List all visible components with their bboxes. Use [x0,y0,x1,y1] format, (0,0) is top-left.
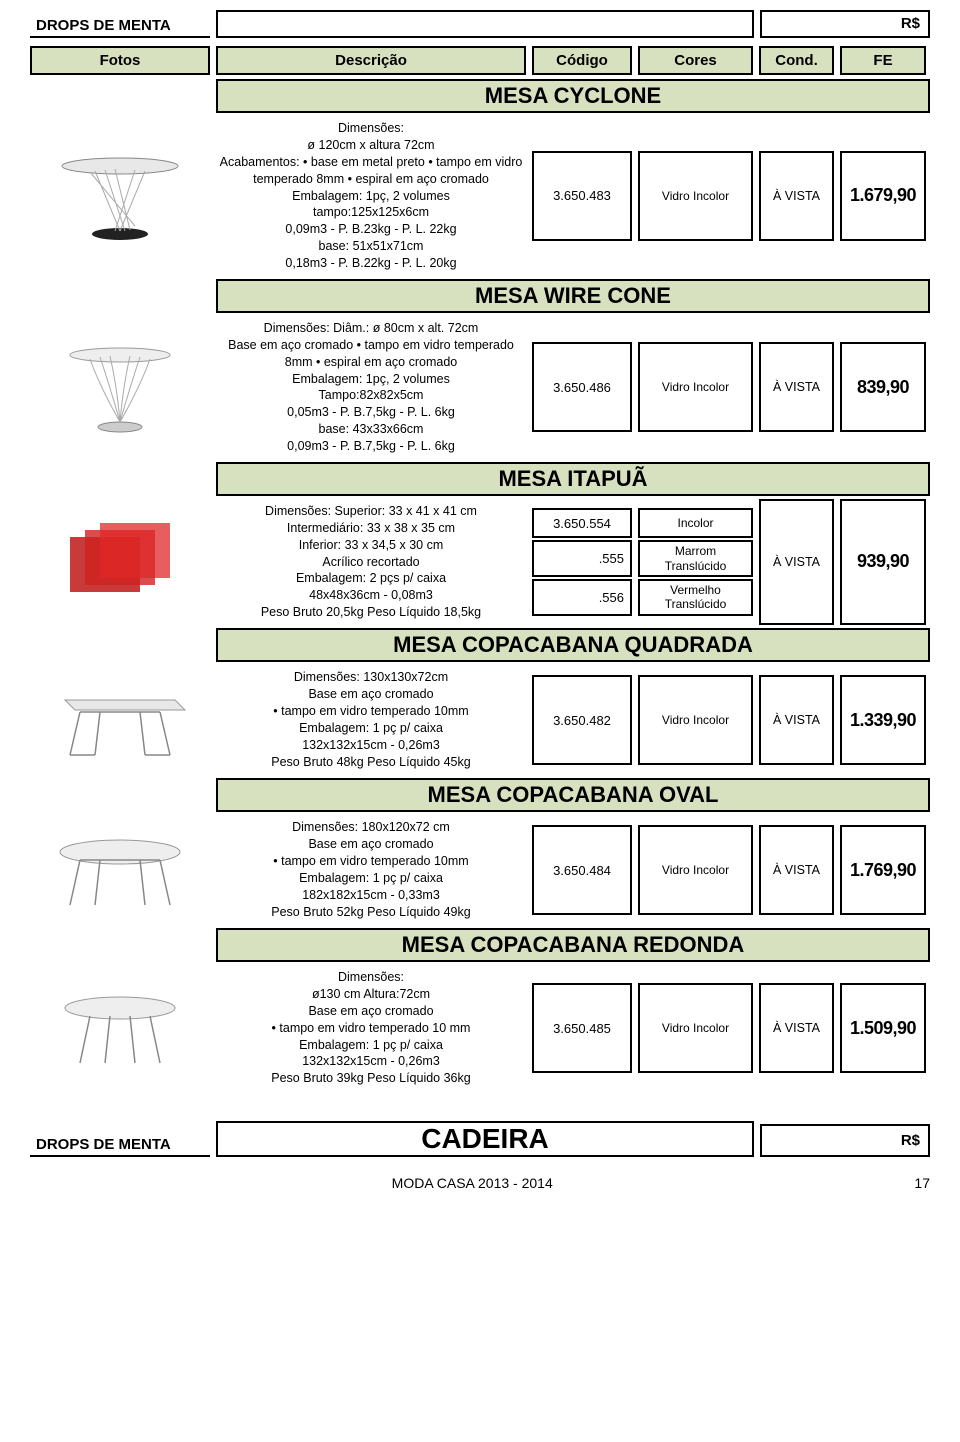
page-number: 17 [914,1175,930,1191]
price-cell: 1.769,90 [840,825,926,915]
section-title: MESA COPACABANA REDONDA [216,928,930,962]
price-cell: 1.339,90 [840,675,926,765]
section-title: MESA COPACABANA QUADRADA [216,628,930,662]
table-square-icon [45,670,195,770]
product-row: Dimensões: Superior: 33 x 41 x 41 cm Int… [30,499,930,625]
desc-cell: Dimensões: Superior: 33 x 41 x 41 cm Int… [216,499,526,625]
code-cell: 3.650.484 [532,825,632,915]
column-headers: Fotos Descrição Código Cores Cond. FE [30,46,930,75]
price-cell: 939,90 [840,499,926,625]
section-title: MESA CYCLONE [216,79,930,113]
table-round-icon [45,978,195,1078]
product-row: Dimensões: 180x120x72 cm Base em aço cro… [30,815,930,925]
color-cell: Incolor [638,508,753,538]
color-cell: Vidro Incolor [638,342,753,432]
cond-cell: À VISTA [759,675,834,765]
table-wirecone-icon [45,337,195,437]
code-cell: 3.650.482 [532,675,632,765]
color-cell: Vermelho Translúcido [638,579,753,616]
section-title: MESA WIRE CONE [216,279,930,313]
photo-itapua [30,499,210,625]
hdr-desc: Descrição [216,46,526,75]
cond-cell: À VISTA [759,342,834,432]
desc-cell: Dimensões: ø 120cm x altura 72cm Acabame… [216,116,526,276]
cond-cell: À VISTA [759,983,834,1073]
top-spacer [216,10,754,38]
currency-box: R$ [760,10,930,38]
price-cell: 1.509,90 [840,983,926,1073]
cond-cell: À VISTA [759,499,834,625]
code-cell: 3.650.486 [532,342,632,432]
category-box: CADEIRA [216,1121,754,1157]
code-cell: .556 [532,579,632,616]
price-cell: 839,90 [840,342,926,432]
footer: MODA CASA 2013 - 2014 17 [30,1175,930,1191]
desc-cell: Dimensões: 130x130x72cm Base em aço crom… [216,665,526,775]
hdr-fotos: Fotos [30,46,210,75]
code-cell: 3.650.485 [532,983,632,1073]
currency-box-bottom: R$ [760,1124,930,1157]
section-title: MESA COPACABANA OVAL [216,778,930,812]
photo-copa-oval [30,815,210,925]
code-cell: 3.650.554 [532,508,632,538]
brand-label: DROPS DE MENTA [30,15,210,38]
product-row: Dimensões: ø130 cm Altura:72cm Base em a… [30,965,930,1091]
brand-label-bottom: DROPS DE MENTA [30,1134,210,1157]
desc-cell: Dimensões: 180x120x72 cm Base em aço cro… [216,815,526,925]
photo-copa-quad [30,665,210,775]
bottom-bar: DROPS DE MENTA CADEIRA R$ [30,1121,930,1157]
color-cell: Vidro Incolor [638,983,753,1073]
footer-line: MODA CASA 2013 - 2014 [392,1175,553,1191]
photo-copa-round [30,965,210,1091]
table-oval-icon [45,820,195,920]
product-row: Dimensões: 130x130x72cm Base em aço crom… [30,665,930,775]
price-cell: 1.679,90 [840,151,926,241]
hdr-cod: Código [532,46,632,75]
desc-cell: Dimensões: Diâm.: ø 80cm x alt. 72cm Bas… [216,316,526,459]
top-bar: DROPS DE MENTA R$ [30,10,930,38]
product-row: Dimensões: ø 120cm x altura 72cm Acabame… [30,116,930,276]
table-cyclone-icon [45,146,195,246]
hdr-cor: Cores [638,46,753,75]
hdr-cond: Cond. [759,46,834,75]
color-cell: Vidro Incolor [638,825,753,915]
color-cell: Marrom Translúcido [638,540,753,577]
product-row: Dimensões: Diâm.: ø 80cm x alt. 72cm Bas… [30,316,930,459]
hdr-price: FE [840,46,926,75]
color-cell: Vidro Incolor [638,675,753,765]
code-cell: .555 [532,540,632,577]
photo-cyclone [30,116,210,276]
section-title: MESA ITAPUÃ [216,462,930,496]
color-cell: Vidro Incolor [638,151,753,241]
photo-wirecone [30,316,210,459]
cond-cell: À VISTA [759,825,834,915]
code-cell: 3.650.483 [532,151,632,241]
cond-cell: À VISTA [759,151,834,241]
acrylic-tables-icon [45,512,195,612]
desc-cell: Dimensões: ø130 cm Altura:72cm Base em a… [216,965,526,1091]
